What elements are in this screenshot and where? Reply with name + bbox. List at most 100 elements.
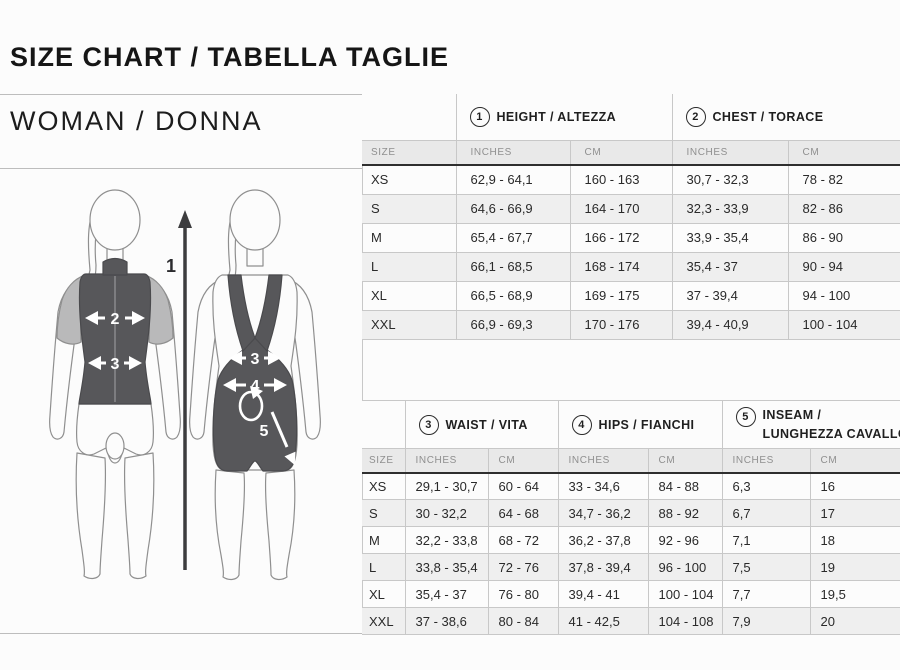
group-label: HEIGHT / ALTEZZA bbox=[496, 109, 617, 124]
inseam-arrow-label: 5 bbox=[260, 423, 269, 440]
column-header: CM bbox=[569, 139, 672, 166]
table-cell: 32,2 - 33,8 bbox=[404, 526, 488, 554]
size-cell: S bbox=[362, 499, 405, 527]
circled-number-icon: 3 bbox=[418, 414, 439, 435]
table-cell: 100 - 104 bbox=[647, 580, 723, 608]
table-cell: 7,9 bbox=[721, 607, 811, 635]
table-cell: 84 - 88 bbox=[647, 472, 723, 500]
measurement-figures-illustration: 1 bbox=[49, 189, 321, 581]
table-row: XL 35,4 - 37 76 - 80 39,4 - 41 100 - 104… bbox=[362, 580, 900, 608]
table-row: S 30 - 32,2 64 - 68 34,7 - 36,2 88 - 92 … bbox=[362, 499, 900, 527]
table-cell: 62,9 - 64,1 bbox=[455, 165, 570, 195]
table-cell: 64,6 - 66,9 bbox=[455, 194, 570, 224]
table-cell: 160 - 163 bbox=[569, 165, 672, 195]
chest-arrow bbox=[85, 311, 145, 325]
table-cell: 86 - 90 bbox=[787, 223, 900, 253]
table-cell: 20 bbox=[809, 607, 900, 635]
table-cell: 100 - 104 bbox=[787, 310, 900, 340]
height-chest-table: 1 HEIGHT / ALTEZZA 2 CHEST / TORACE SIZE… bbox=[362, 94, 900, 340]
group-label-line2: LUNGHEZZA CAVALLO bbox=[762, 426, 900, 441]
column-header-row: SIZE INCHES CM INCHES CM bbox=[362, 139, 900, 166]
table-cell: 68 - 72 bbox=[487, 526, 559, 554]
column-header: SIZE bbox=[362, 139, 456, 166]
group-header-inseam: 5 INSEAM / LUNGHEZZA CAVALLO bbox=[721, 400, 900, 449]
inseam-arrow bbox=[238, 386, 296, 466]
group-label: INSEAM / bbox=[762, 407, 822, 422]
back-waist-arrow-label: 3 bbox=[251, 351, 260, 368]
table-cell: 94 - 100 bbox=[787, 281, 900, 311]
table-cell: 33,8 - 35,4 bbox=[404, 553, 488, 581]
table-cell: 7,1 bbox=[721, 526, 811, 554]
page-title: SIZE CHART / TABELLA TAGLIE bbox=[10, 42, 449, 72]
front-waist-arrow-label: 3 bbox=[111, 356, 120, 373]
circled-number-icon: 4 bbox=[571, 414, 592, 435]
table-row: XXL 37 - 38,6 80 - 84 41 - 42,5 104 - 10… bbox=[362, 607, 900, 635]
table-cell: 35,4 - 37 bbox=[404, 580, 488, 608]
table-cell: 78 - 82 bbox=[787, 165, 900, 195]
group-header-chest: 2 CHEST / TORACE bbox=[671, 94, 900, 140]
size-cell: L bbox=[362, 553, 405, 581]
table-cell: 60 - 64 bbox=[487, 472, 559, 500]
table-row: M 32,2 - 33,8 68 - 72 36,2 - 37,8 92 - 9… bbox=[362, 526, 900, 554]
table-cell: 19,5 bbox=[809, 580, 900, 608]
table-cell: 66,1 - 68,5 bbox=[455, 252, 570, 282]
section-divider bbox=[0, 168, 362, 169]
table-row: XL 66,5 - 68,9 169 - 175 37 - 39,4 94 - … bbox=[362, 281, 900, 311]
hips-arrow bbox=[223, 378, 287, 392]
size-cell: XL bbox=[362, 580, 405, 608]
table-cell: 6,7 bbox=[721, 499, 811, 527]
table-cell: 90 - 94 bbox=[787, 252, 900, 282]
bottom-divider bbox=[0, 633, 362, 634]
table-cell: 65,4 - 67,7 bbox=[455, 223, 570, 253]
table-cell: 39,4 - 40,9 bbox=[671, 310, 788, 340]
back-waist-arrow bbox=[229, 351, 281, 365]
size-cell: XXL bbox=[362, 607, 405, 635]
table-cell: 170 - 176 bbox=[569, 310, 672, 340]
table-cell: 164 - 170 bbox=[569, 194, 672, 224]
table-row: L 66,1 - 68,5 168 - 174 35,4 - 37 90 - 9… bbox=[362, 252, 900, 282]
column-header-row: SIZE INCHES CM INCHES CM INCHES CM bbox=[362, 448, 900, 474]
size-cell: XS bbox=[362, 472, 405, 500]
table-cell: 92 - 96 bbox=[647, 526, 723, 554]
table-cell: 37,8 - 39,4 bbox=[557, 553, 649, 581]
table-cell: 30,7 - 32,3 bbox=[671, 165, 788, 195]
table-cell: 33,9 - 35,4 bbox=[671, 223, 788, 253]
height-arrow: 1 bbox=[166, 210, 192, 570]
table-row: M 65,4 - 67,7 166 - 172 33,9 - 35,4 86 -… bbox=[362, 223, 900, 253]
column-header: INCHES bbox=[671, 139, 788, 166]
table-cell: 96 - 100 bbox=[647, 553, 723, 581]
hips-arrow-label: 4 bbox=[251, 378, 260, 395]
table-cell: 35,4 - 37 bbox=[671, 252, 788, 282]
group-header-hips: 4 HIPS / FIANCHI bbox=[557, 400, 723, 449]
corner-cell bbox=[362, 400, 405, 449]
column-header: SIZE bbox=[362, 448, 405, 474]
table-cell: 41 - 42,5 bbox=[557, 607, 649, 635]
group-header-waist: 3 WAIST / VITA bbox=[404, 400, 559, 449]
table-cell: 36,2 - 37,8 bbox=[557, 526, 649, 554]
table-cell: 32,3 - 33,9 bbox=[671, 194, 788, 224]
table-cell: 18 bbox=[809, 526, 900, 554]
size-cell: L bbox=[362, 252, 456, 282]
jersey-sleeves bbox=[56, 274, 174, 345]
table-row: L 33,8 - 35,4 72 - 76 37,8 - 39,4 96 - 1… bbox=[362, 553, 900, 581]
table-cell: 6,3 bbox=[721, 472, 811, 500]
column-header: CM bbox=[787, 139, 900, 166]
group-label: WAIST / VITA bbox=[445, 417, 528, 432]
table-cell: 82 - 86 bbox=[787, 194, 900, 224]
table-cell: 104 - 108 bbox=[647, 607, 723, 635]
size-cell: M bbox=[362, 223, 456, 253]
table-cell: 29,1 - 30,7 bbox=[404, 472, 488, 500]
column-header: INCHES bbox=[404, 448, 488, 474]
table-row: XS 62,9 - 64,1 160 - 163 30,7 - 32,3 78 … bbox=[362, 165, 900, 195]
table-cell: 19 bbox=[809, 553, 900, 581]
column-header: CM bbox=[487, 448, 559, 474]
bib-shorts-back bbox=[212, 274, 298, 472]
table-cell: 7,7 bbox=[721, 580, 811, 608]
column-header: INCHES bbox=[557, 448, 649, 474]
table-cell: 34,7 - 36,2 bbox=[557, 499, 649, 527]
panel-divider bbox=[362, 94, 363, 633]
front-waist-arrow bbox=[88, 356, 142, 370]
circled-number-icon: 1 bbox=[469, 106, 490, 127]
column-header: INCHES bbox=[721, 448, 811, 474]
